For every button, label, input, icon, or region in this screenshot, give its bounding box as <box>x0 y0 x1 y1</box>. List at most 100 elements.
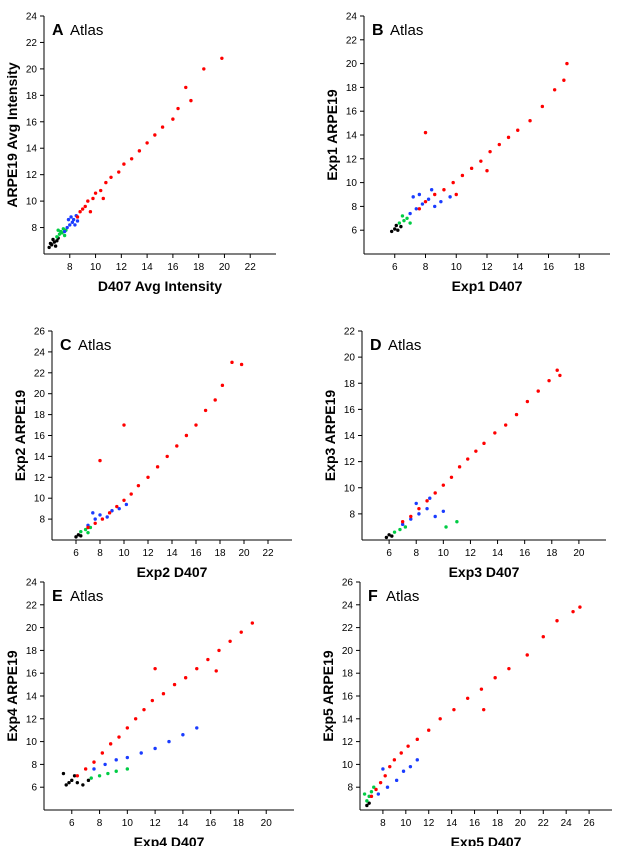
scatter-point <box>61 771 66 776</box>
scatter-point <box>106 771 110 776</box>
y-tick-label: 8 <box>349 509 355 520</box>
panel-letter: D <box>370 337 382 354</box>
scatter-point <box>414 501 418 506</box>
scatter-point <box>400 214 405 218</box>
scatter-point <box>70 778 74 783</box>
scatter-point <box>68 223 72 227</box>
scatter-point <box>184 85 188 90</box>
scatter-point <box>514 412 519 417</box>
y-tick-label: 20 <box>26 64 38 75</box>
x-axis-label: Exp4 D407 <box>134 834 205 846</box>
x-tick-label: 14 <box>512 262 524 273</box>
scatter-point <box>88 209 93 214</box>
scatter-point <box>161 692 166 696</box>
y-tick-label: 12 <box>344 457 356 468</box>
panel-d: 6 8 10 12 14 16 18 20 8 10 12 14 16 18 20 22 D Atlas Exp3 … <box>322 327 606 580</box>
scatter-point <box>69 215 73 219</box>
scatter-point <box>52 240 57 244</box>
scatter-point <box>394 223 398 228</box>
x-tick-label: 24 <box>561 818 573 829</box>
scatter-point <box>406 744 410 748</box>
scatter-point <box>100 517 105 521</box>
scatter-point <box>93 191 98 195</box>
x-tick-label: 14 <box>446 818 458 829</box>
scatter-point <box>70 220 75 224</box>
panel-title: Atlas <box>70 22 103 39</box>
scatter-point <box>195 726 199 730</box>
scatter-point <box>97 774 102 778</box>
scatter-point <box>469 166 474 171</box>
scatter-point <box>122 423 126 427</box>
scatter-point <box>414 207 418 211</box>
scatter-point <box>451 180 455 185</box>
scatter-point <box>565 61 569 66</box>
scatter-point <box>433 491 437 495</box>
y-tick-label: 20 <box>26 623 38 634</box>
x-tick-label: 20 <box>238 548 250 559</box>
x-tick-label: 12 <box>116 262 128 273</box>
scatter-point <box>206 657 210 662</box>
scatter-point <box>479 159 483 163</box>
scatter-point <box>175 444 179 448</box>
scatter-point <box>114 769 118 773</box>
scatter-point <box>61 227 66 231</box>
scatter-point <box>117 735 121 739</box>
scatter-point <box>136 483 141 488</box>
scatter-point <box>372 785 376 789</box>
scatter-point <box>426 197 431 201</box>
panel-letter: A <box>52 22 64 39</box>
y-tick-label: 12 <box>26 170 38 181</box>
x-tick-label: 20 <box>261 818 273 829</box>
scatter-point <box>493 676 497 680</box>
y-tick-label: 10 <box>34 494 46 505</box>
scatter-point <box>482 707 486 712</box>
scatter-point <box>541 635 545 639</box>
scatter-point <box>403 525 408 529</box>
scatter-point <box>110 509 114 513</box>
y-tick-label: 24 <box>342 600 354 611</box>
scatter-point <box>72 774 77 778</box>
x-tick-label: 12 <box>142 548 154 559</box>
scatter-point <box>558 373 562 378</box>
scatter-point <box>376 792 381 796</box>
y-axis-label: ARPE19 Avg Intensity <box>4 62 20 207</box>
y-tick-label: 18 <box>34 410 46 421</box>
scatter-point <box>139 751 143 755</box>
scatter-point <box>202 67 206 71</box>
x-tick-label: 10 <box>118 548 130 559</box>
panel-letter: B <box>372 22 384 39</box>
scatter-point <box>362 792 367 796</box>
scatter-point <box>384 535 389 540</box>
scatter-point <box>415 737 419 742</box>
scatter-point <box>65 225 69 230</box>
x-tick-label: 18 <box>233 818 245 829</box>
x-tick-label: 8 <box>423 262 429 273</box>
scatter-point <box>124 502 129 507</box>
x-tick-label: 16 <box>167 262 179 273</box>
scatter-point <box>125 726 130 730</box>
scatter-point <box>67 780 71 785</box>
panel-letter: F <box>368 588 378 605</box>
y-tick-label: 18 <box>346 83 358 94</box>
scatter-point <box>400 520 405 524</box>
scatter-point <box>433 204 437 209</box>
x-tick-label: 20 <box>515 818 527 829</box>
panel-letter: E <box>52 588 63 605</box>
scatter-point <box>390 534 394 538</box>
y-tick-label: 12 <box>34 473 46 484</box>
scatter-point <box>399 751 403 755</box>
scatter-point <box>189 98 193 103</box>
x-tick-label: 10 <box>451 262 463 273</box>
y-tick-label: 18 <box>26 91 38 102</box>
x-tick-label: 20 <box>219 262 231 273</box>
scatter-point <box>369 790 374 794</box>
x-axis-label: Exp3 D407 <box>449 564 520 580</box>
scatter-point <box>417 192 422 197</box>
y-tick-label: 8 <box>31 760 37 771</box>
scatter-point <box>117 506 121 511</box>
scatter-point <box>389 229 394 234</box>
scatter-point <box>81 783 85 787</box>
scatter-point <box>137 149 142 153</box>
scatter-point <box>409 514 413 519</box>
